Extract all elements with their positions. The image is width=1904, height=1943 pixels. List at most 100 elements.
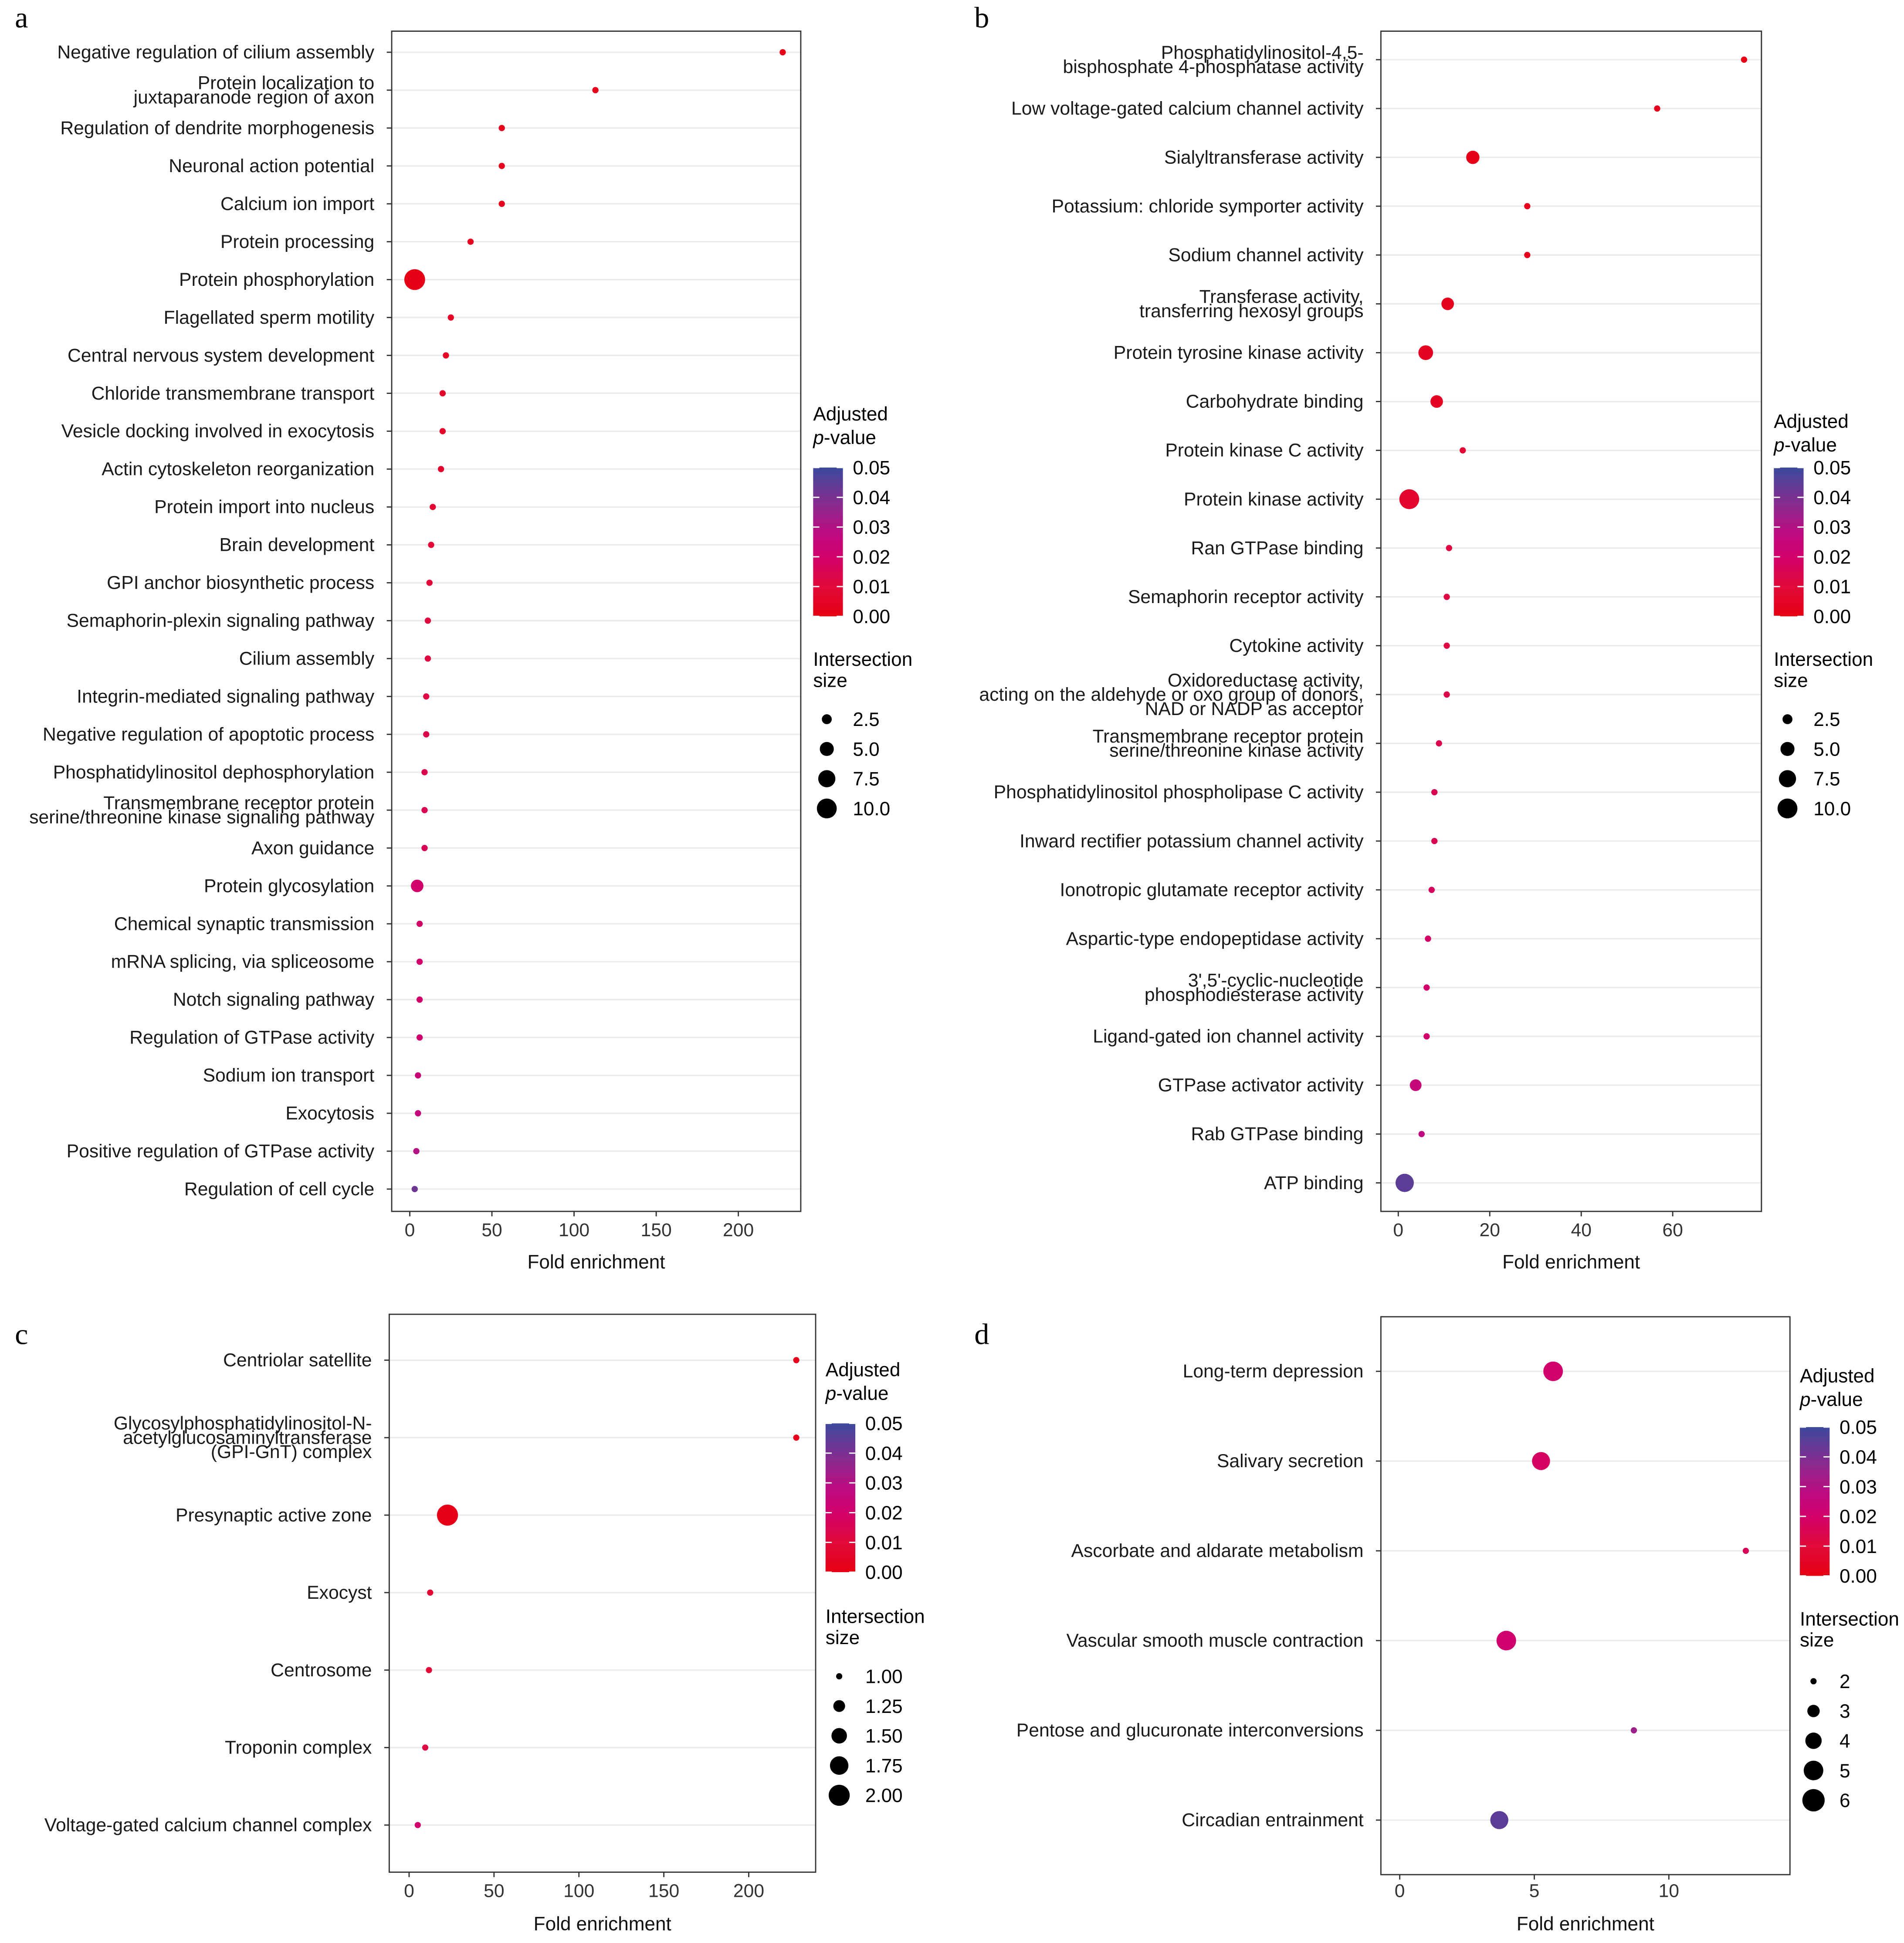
y-tick-label-line: Protein kinase C activity	[1165, 440, 1364, 461]
color-legend-title: Adjusted	[826, 1359, 901, 1380]
data-point	[1431, 789, 1438, 796]
color-legend-title: Adjusted	[813, 404, 888, 425]
y-tick-label-line: Protein tyrosine kinase activity	[1114, 342, 1364, 363]
size-legend-key	[818, 770, 836, 787]
colorbar-label: 0.04	[853, 487, 890, 509]
y-tick-label-line: Exocytosis	[285, 1103, 374, 1124]
size-legend-label: 2.00	[865, 1785, 903, 1807]
colorbar-label: 0.02	[865, 1502, 903, 1524]
y-tick-label: Semaphorin receptor activity	[1128, 587, 1364, 607]
panel-letter: a	[15, 1, 28, 34]
y-tick-label: Negative regulation of cilium assembly	[57, 42, 375, 63]
size-legend-title: Intersection	[826, 1606, 925, 1628]
y-tick-label-line: Chemical synaptic transmission	[114, 913, 374, 934]
size-legend-key	[828, 1784, 850, 1806]
y-tick-label: Integrin-mediated signaling pathway	[77, 686, 375, 707]
colorbar-label: 0.04	[1813, 487, 1851, 509]
y-tick-label-line: Presynaptic active zone	[176, 1505, 372, 1526]
color-legend-title-rest: -value	[836, 1383, 888, 1404]
y-tick-label-line: Negative regulation of apoptotic process	[43, 724, 374, 745]
y-tick-label: GPI anchor biosynthetic process	[107, 573, 374, 593]
data-point	[793, 1357, 800, 1363]
size-legend-label: 2.5	[853, 709, 879, 730]
y-tick-label-line: Potassium: chloride symporter activity	[1052, 196, 1364, 217]
data-point	[428, 542, 434, 548]
x-axis-title: Fold enrichment	[534, 1913, 671, 1935]
y-tick-label: Phosphatidylinositol-4,5-bisphosphate 4-…	[1063, 42, 1364, 78]
y-tick-label-line: Neuronal action potential	[169, 156, 374, 176]
y-tick-label: Chemical synaptic transmission	[114, 913, 374, 934]
size-legend-key	[1805, 1733, 1822, 1749]
x-tick-label: 5	[1529, 1880, 1540, 1901]
size-legend-title: size	[826, 1627, 860, 1648]
data-point	[1742, 1547, 1749, 1554]
y-tick-label: Protein localization to juxtaparanode reg…	[133, 73, 375, 108]
y-tick-label-line: Troponin complex	[225, 1737, 372, 1758]
y-tick-label-line: Centrosome	[271, 1660, 372, 1681]
x-axis-title: Fold enrichment	[527, 1251, 665, 1273]
data-point	[1418, 1131, 1425, 1137]
size-legend-title: Intersection	[813, 649, 912, 670]
colorbar-label: 0.04	[865, 1443, 903, 1464]
data-point	[1431, 838, 1438, 844]
colorbar-label: 0.03	[1840, 1476, 1877, 1498]
y-tick-label-line: Actin cytoskeleton reorganization	[102, 459, 374, 480]
y-tick-label-line: Transferase activity,	[1199, 286, 1364, 307]
y-tick-label-line: Phosphatidylinositol phospholipase C act…	[994, 782, 1364, 803]
data-point	[1441, 297, 1454, 310]
size-legend-key	[831, 1728, 847, 1744]
y-tick-label: Low voltage-gated calcium channel activi…	[1011, 98, 1364, 119]
data-point	[1466, 150, 1480, 164]
y-tick-label: Calcium ion import	[220, 193, 374, 214]
y-tick-label-line: Vascular smooth muscle contraction	[1067, 1630, 1364, 1651]
colorbar-label: 0.01	[1813, 576, 1851, 598]
y-tick-label-line: Centriolar satellite	[223, 1350, 372, 1371]
y-tick-label: Glycosylphosphatidylinositol-N-acetylglu…	[114, 1413, 372, 1462]
y-tick-label-line: Transmembrane receptor protein	[1093, 726, 1364, 747]
x-axis-title: Fold enrichment	[1517, 1913, 1654, 1935]
x-tick-label: 10	[1659, 1880, 1679, 1901]
y-tick-label: Salivary secretion	[1217, 1451, 1364, 1472]
y-tick-label-line: Phosphatidylinositol dephosphorylation	[53, 762, 375, 783]
y-tick-label: Notch signaling pathway	[173, 989, 375, 1010]
y-tick-label-line: Regulation of GTPase activity	[129, 1027, 375, 1048]
y-tick-label-line: Positive regulation of GTPase activity	[67, 1141, 375, 1162]
y-tick-label: Sodium channel activity	[1168, 244, 1364, 265]
data-point	[416, 958, 423, 965]
data-point	[415, 1110, 421, 1117]
y-tick-label: Oxidoreductase activity, acting on the al…	[979, 670, 1363, 719]
data-point	[413, 1148, 420, 1155]
data-point	[498, 125, 505, 132]
size-legend-title: size	[1774, 670, 1808, 692]
y-tick-label: Ligand-gated ion channel activity	[1093, 1026, 1364, 1047]
size-legend-key	[1810, 1678, 1817, 1685]
colorbar	[1774, 467, 1804, 617]
y-tick-label-line: Glycosylphosphatidylinositol-N-	[114, 1413, 372, 1434]
y-tick-label: Regulation of cell cycle	[184, 1179, 374, 1200]
y-tick-label-line: Ascorbate and aldarate metabolism	[1071, 1540, 1364, 1561]
y-tick-label: Potassium: chloride symporter activity	[1052, 196, 1364, 217]
x-tick-label: 0	[1395, 1880, 1405, 1901]
data-point	[421, 807, 428, 814]
y-tick-label-line: Phosphatidylinositol-4,5-	[1161, 42, 1364, 63]
y-tick-label-line: NAD or NADP as acceptor	[1145, 699, 1364, 719]
x-tick-label: 200	[733, 1880, 764, 1901]
y-tick-label-line: Protein phosphorylation	[179, 269, 374, 290]
size-legend-title: Intersection	[1774, 649, 1873, 670]
colorbar-label: 0.00	[865, 1562, 903, 1584]
y-tick-label: 3',5'-cyclic-nucleotide phosphodiesterase…	[1145, 970, 1364, 1005]
y-tick-label: Actin cytoskeleton reorganization	[102, 459, 374, 480]
size-legend-label: 2.5	[1813, 709, 1840, 730]
panel-letter: b	[974, 1, 989, 34]
plot-border	[1380, 1316, 1791, 1875]
data-point	[1543, 1361, 1563, 1381]
x-tick-label: 150	[648, 1880, 679, 1901]
y-tick-label: Pentose and glucuronate interconversions	[1016, 1720, 1364, 1741]
y-tick-label-line: Inward rectifier potassium channel activ…	[1020, 831, 1364, 851]
y-tick-label-line: Axon guidance	[251, 838, 374, 858]
data-point	[422, 1744, 429, 1751]
data-point	[421, 844, 428, 851]
size-legend-key	[820, 742, 834, 756]
x-tick-label: 50	[484, 1880, 504, 1901]
data-point	[1443, 593, 1450, 600]
